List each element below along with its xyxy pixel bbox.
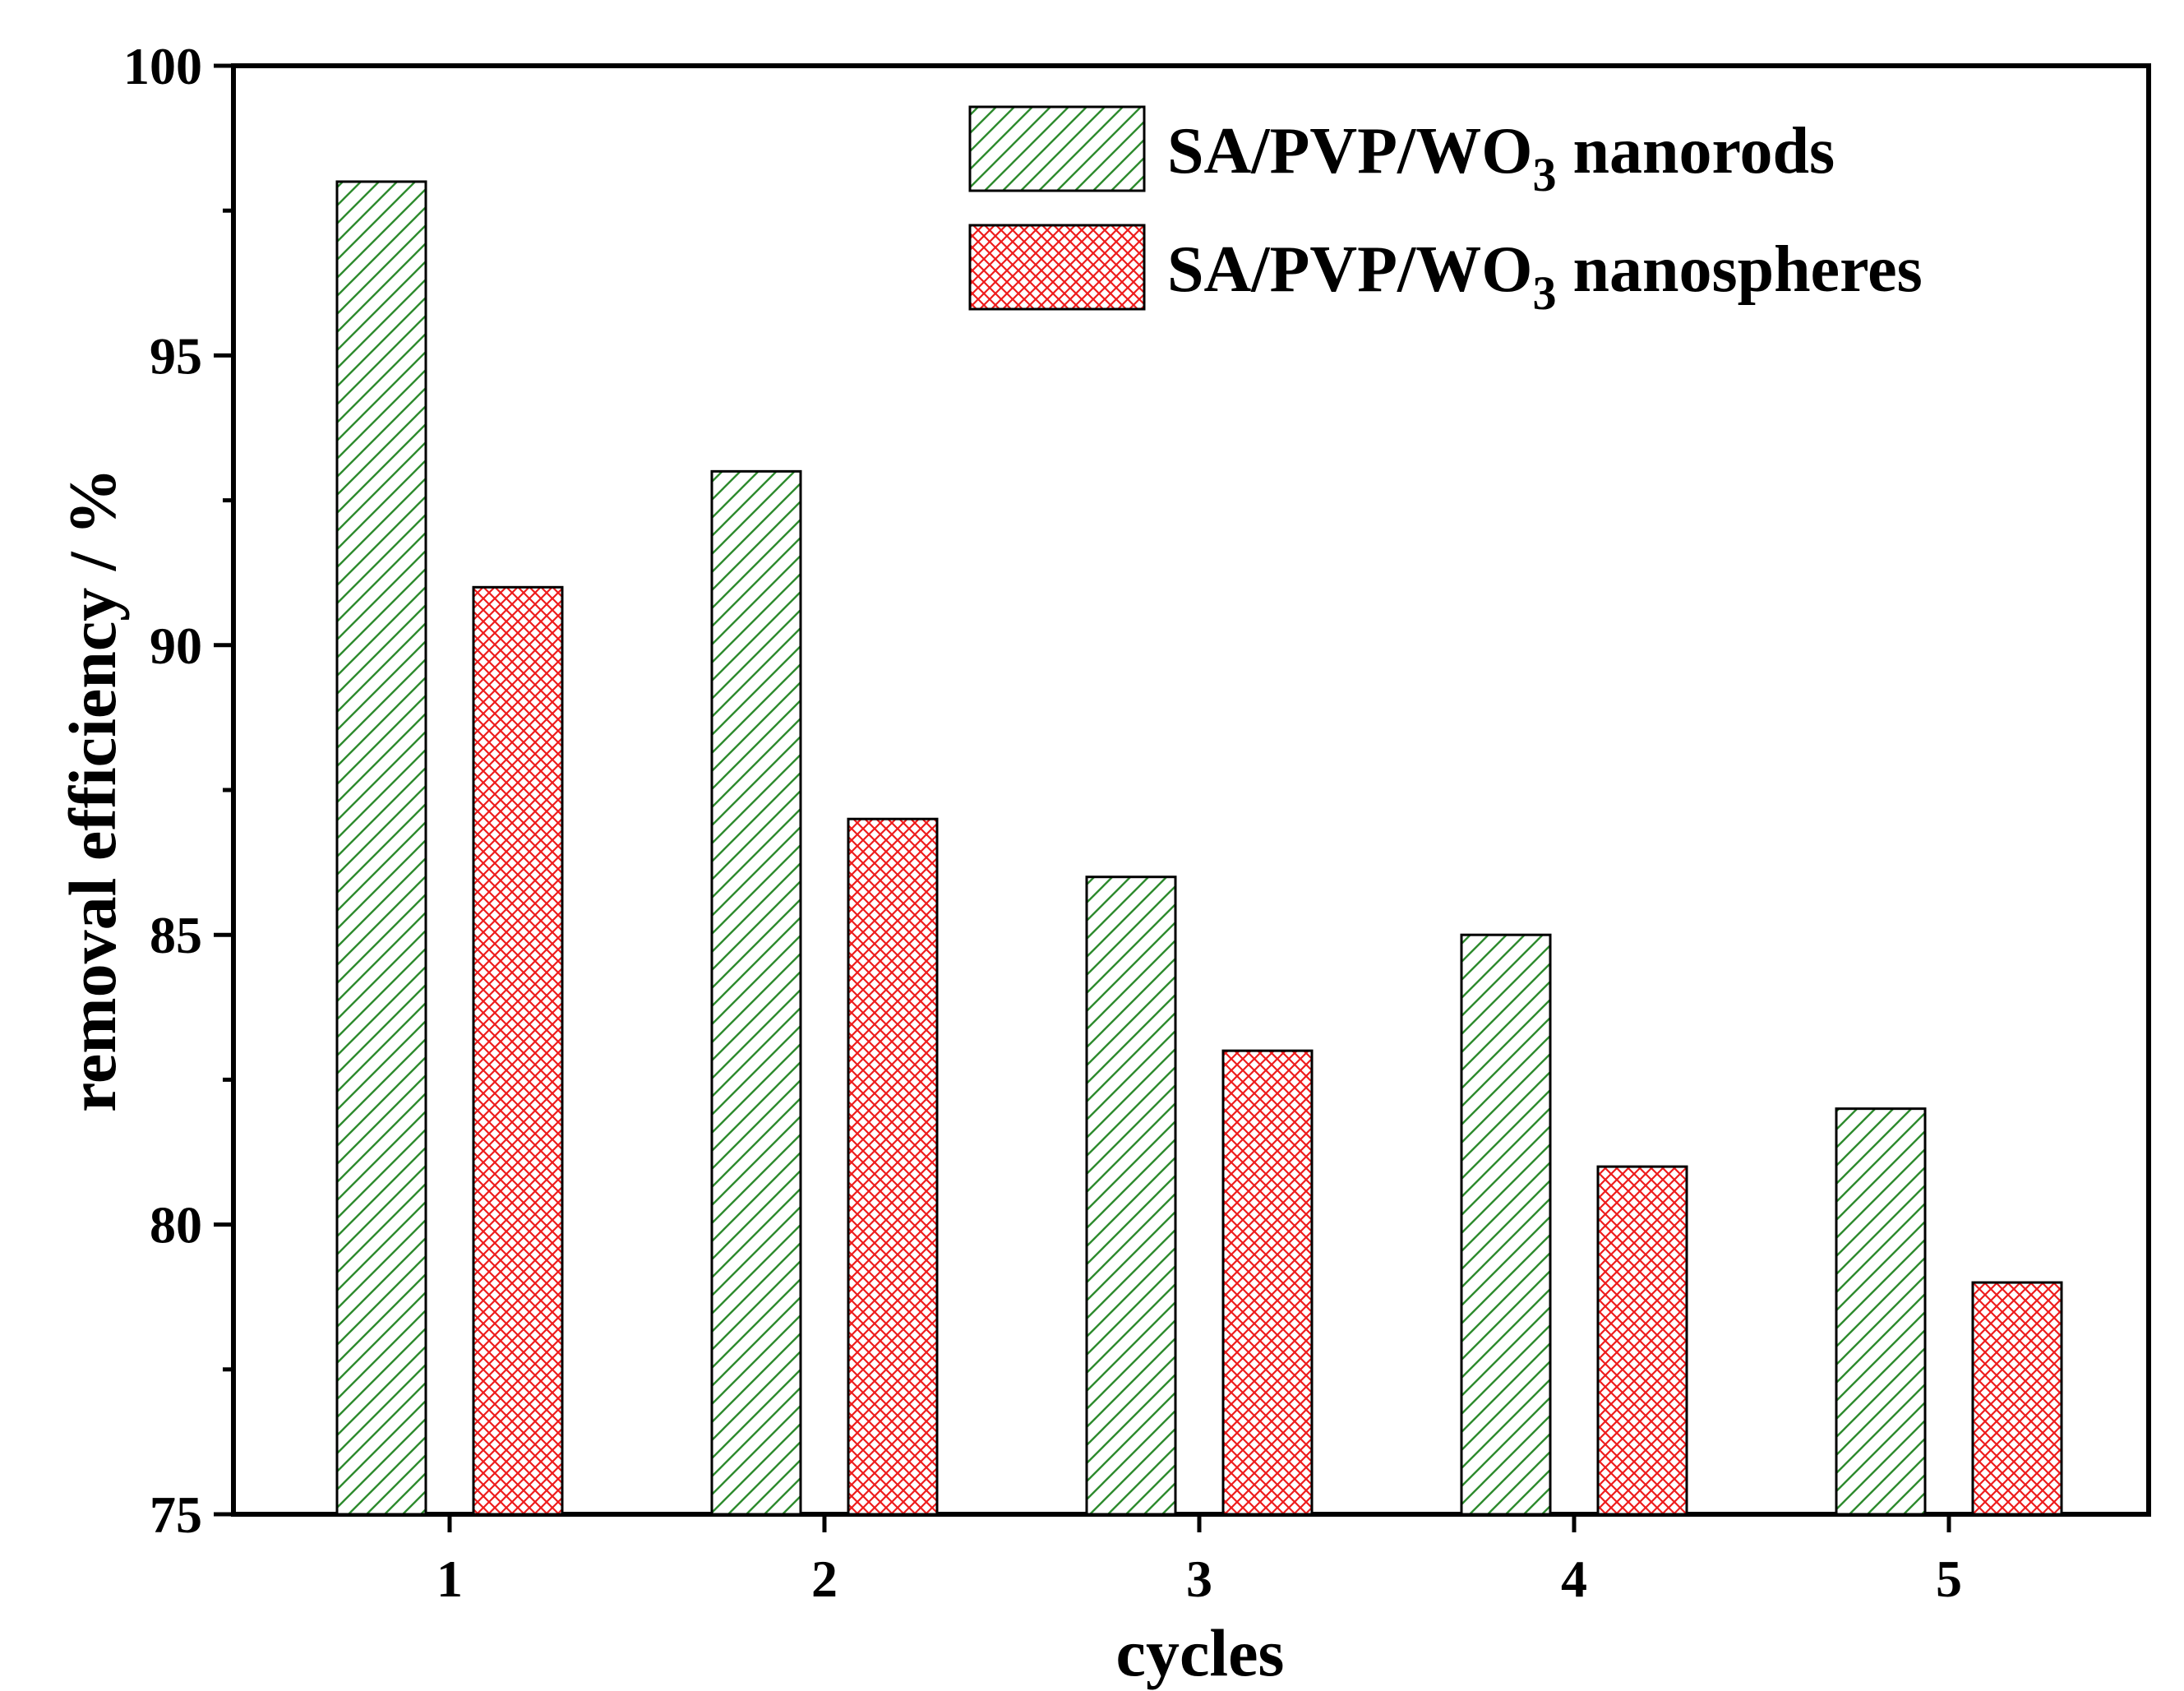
bar-nanospheres-cycle-4 bbox=[1596, 1165, 1688, 1516]
y-tick-label: 95 bbox=[150, 326, 202, 385]
bar-nanorods-cycle-1 bbox=[335, 180, 427, 1516]
x-tick-label: 2 bbox=[811, 1550, 838, 1608]
bar-nanorods-cycle-3 bbox=[1085, 876, 1177, 1516]
x-axis: 1 2 3 4 5 bbox=[436, 1514, 1962, 1608]
bar-nanospheres-cycle-2 bbox=[847, 817, 939, 1516]
y-axis-title: removal efficiency / % bbox=[55, 468, 130, 1112]
x-tick-label: 4 bbox=[1561, 1550, 1587, 1608]
bar-nanorods-cycle-5 bbox=[1835, 1107, 1927, 1516]
y-tick-label: 80 bbox=[150, 1196, 202, 1254]
x-tick-label: 1 bbox=[436, 1550, 463, 1608]
y-tick-label: 100 bbox=[123, 37, 202, 95]
x-tick-label: 3 bbox=[1186, 1550, 1212, 1608]
y-tick-label: 85 bbox=[150, 906, 202, 964]
y-axis: 75 80 85 90 95 100 bbox=[123, 37, 233, 1544]
bars-layer bbox=[335, 180, 2063, 1516]
y-tick-label: 90 bbox=[150, 617, 202, 675]
x-tick-label: 5 bbox=[1936, 1550, 1962, 1608]
bar-nanospheres-cycle-5 bbox=[1971, 1281, 2063, 1516]
bar-nanorods-cycle-2 bbox=[710, 469, 802, 1516]
x-axis-title: cycles bbox=[1116, 1615, 1285, 1690]
legend-swatch-nanospheres bbox=[968, 224, 1146, 311]
bar-nanospheres-cycle-1 bbox=[472, 585, 564, 1516]
y-tick-label: 75 bbox=[150, 1485, 202, 1544]
legend-label-nanorods: SA/PVP/WO3 nanorods bbox=[1167, 115, 1835, 201]
bar-nanorods-cycle-4 bbox=[1460, 933, 1552, 1516]
bar-nanospheres-cycle-3 bbox=[1221, 1049, 1314, 1516]
legend-label-nanospheres: SA/PVP/WO3 nanospheres bbox=[1167, 233, 1923, 320]
legend: SA/PVP/WO3 nanorods SA/PVP/WO3 nanospher… bbox=[968, 105, 1923, 320]
legend-swatch-nanorods bbox=[968, 105, 1146, 192]
